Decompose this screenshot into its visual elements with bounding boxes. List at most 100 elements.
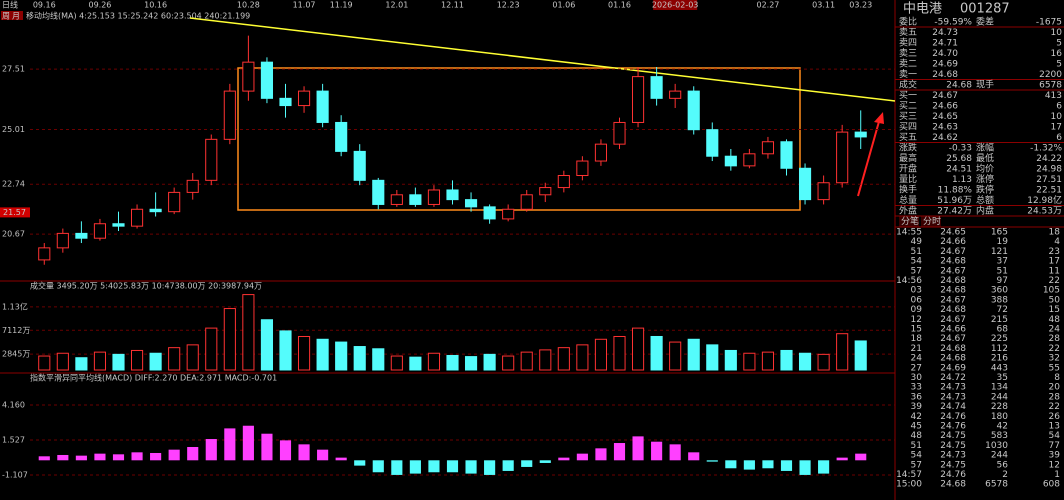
quote-value: -0.33: [949, 144, 972, 154]
volume-bar: [669, 341, 682, 371]
tick-price: 24.73: [940, 383, 966, 393]
tick-volume: 19: [997, 237, 1009, 247]
book-volume: 413: [1045, 91, 1062, 101]
tab[interactable]: 月: [12, 12, 20, 21]
x-tick-label: 02.27: [756, 1, 779, 10]
tick-price: 24.75: [940, 441, 966, 451]
macd-bar: [762, 460, 774, 469]
volume-bar: [260, 319, 274, 371]
macd-bar: [391, 460, 403, 475]
macd-bar: [502, 460, 514, 471]
macd-bar: [855, 453, 867, 461]
volume-bar: [650, 335, 663, 371]
tick-time: 15:00: [896, 480, 922, 490]
tab-bg: [1, 11, 23, 20]
candle-body: [687, 90, 700, 131]
quote-label: 跌停: [976, 184, 994, 196]
macd-bar: [558, 457, 570, 461]
tick-time: 36: [911, 392, 923, 402]
book-label: 买四: [899, 122, 917, 133]
tick-price: 24.68: [940, 276, 966, 286]
tick-count: 608: [1043, 480, 1060, 490]
tick-volume: 360: [991, 286, 1008, 296]
candle-body: [817, 182, 830, 201]
book-label: 卖五: [899, 27, 917, 38]
y-tick-label: 25.01: [2, 125, 25, 134]
tick-volume: 35: [997, 373, 1008, 383]
tick-volume: 443: [991, 363, 1008, 373]
macd-bar: [539, 460, 551, 463]
tick-count: 20: [1049, 383, 1061, 393]
x-tick-label: 10.16: [144, 1, 167, 10]
tick-price: 24.67: [940, 266, 966, 276]
tick-time: 06: [911, 295, 923, 305]
x-tick-label: 01.06: [552, 1, 575, 10]
candle-body: [260, 61, 274, 99]
tick-price: 24.73: [940, 451, 966, 461]
candle-body: [205, 138, 218, 181]
book-volume: 16: [1051, 49, 1063, 59]
quote-value: 51.96万: [937, 196, 972, 206]
tick-price: 24.72: [940, 373, 966, 383]
range-box: [237, 67, 801, 211]
quote-label: 最高: [899, 152, 917, 164]
volume-bar: [557, 347, 570, 371]
volume-bar: [168, 347, 181, 371]
volume-bar: [836, 333, 849, 371]
candle-body: [372, 179, 385, 205]
candle-body: [613, 121, 626, 145]
book-label: 买一: [899, 90, 917, 101]
macd-bar: [836, 457, 848, 461]
macd-bar: [224, 428, 236, 461]
quote-label: 成交: [899, 79, 917, 91]
candle-body: [780, 141, 793, 169]
macd-bar: [595, 448, 607, 461]
tick-price: 24.76: [940, 422, 966, 432]
period-label: 日线: [2, 0, 18, 10]
y-tick-label: 7112万: [2, 326, 30, 335]
macd-bar: [484, 460, 496, 475]
quote-label: 最低: [976, 152, 994, 164]
book-label: 买五: [899, 132, 917, 143]
tick-count: 48: [1049, 315, 1061, 325]
candle-body: [186, 179, 199, 193]
x-tick-label: 12.23: [497, 1, 520, 10]
tick-tab[interactable]: 分时: [923, 215, 941, 227]
candle-body: [724, 155, 737, 167]
macd-bar: [335, 457, 347, 461]
macd-bar: [446, 460, 459, 473]
tick-price: 24.75: [940, 460, 966, 470]
volume-bar: [798, 352, 812, 371]
tab[interactable]: 周: [2, 12, 10, 21]
volume-bar: [279, 330, 292, 371]
candle-body: [130, 208, 144, 227]
stock-code: 001287: [960, 2, 1010, 17]
x-tick-label: 01.16: [608, 1, 631, 10]
tab-bg: [921, 216, 941, 227]
tick-count: 50: [1049, 295, 1061, 305]
tick-time: 27: [911, 363, 922, 373]
volume-bar: [502, 355, 515, 371]
candle-body: [502, 208, 515, 220]
macd-bar: [150, 452, 162, 461]
book-label: 卖三: [899, 48, 917, 59]
book-label: 卖一: [899, 69, 917, 80]
candle-body: [761, 141, 775, 155]
candle-body: [297, 90, 311, 107]
tick-volume: 112: [991, 344, 1008, 354]
book-price: 24.70: [932, 49, 958, 59]
tick-time: 03: [911, 286, 922, 296]
macd-bar: [242, 425, 254, 461]
macd-bar: [799, 460, 811, 475]
book-volume: 6: [1056, 133, 1062, 143]
tick-volume: 180: [991, 412, 1008, 422]
tick-volume: 72: [997, 305, 1008, 315]
tick-time: 57: [911, 266, 922, 276]
tab-bg: [899, 216, 919, 227]
y-tick-label: 2845万: [2, 350, 30, 359]
tick-tab[interactable]: 分笔: [901, 215, 919, 227]
volume-bar: [75, 357, 88, 371]
macd-bar: [780, 460, 793, 471]
volume-bar: [539, 349, 552, 371]
